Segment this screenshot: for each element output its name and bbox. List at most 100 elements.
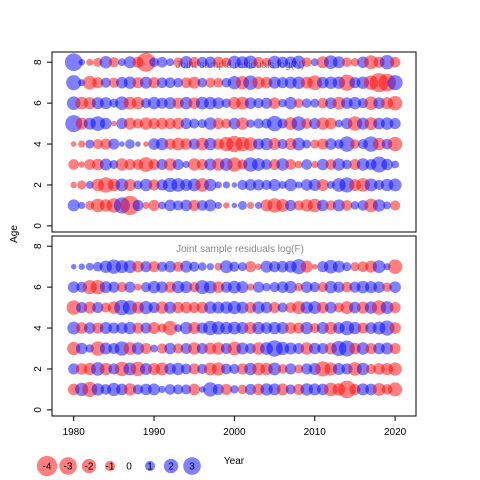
residual-bubble [91, 383, 105, 396]
residual-bubble [214, 181, 222, 189]
residual-bubble [99, 97, 112, 110]
residual-bubble [179, 96, 193, 110]
residual-bubble [284, 96, 297, 110]
residual-bubble [99, 342, 112, 355]
residual-bubble [260, 301, 273, 314]
residual-bubble [230, 385, 239, 394]
residual-bubble [284, 280, 297, 294]
residual-bubble [317, 199, 329, 212]
residual-bubble [372, 199, 386, 212]
residual-bubble [255, 263, 262, 270]
residual-bubble [140, 261, 152, 273]
y-tick-label: 0 [33, 407, 44, 413]
panel-logf-y-axis: 0 2 4 6 8 [33, 243, 52, 413]
residual-bubble [229, 261, 240, 272]
residual-bubble [364, 178, 378, 192]
residual-bubble [172, 117, 184, 130]
residual-bubble [75, 342, 88, 355]
residual-bubble [180, 138, 192, 150]
residual-bubble [356, 158, 370, 171]
y-tick-label: 2 [33, 366, 44, 372]
residual-bubble [143, 141, 149, 147]
residual-bubble [163, 158, 177, 171]
residual-bubble [338, 74, 355, 91]
residual-bubble [139, 300, 153, 315]
legend-label: -4 [43, 462, 52, 473]
residual-bubble [172, 158, 184, 171]
residual-bubble [333, 281, 345, 293]
residual-bubble [317, 301, 329, 314]
residual-bubble [124, 281, 136, 293]
residual-bubble [237, 384, 248, 395]
residual-bubble [261, 179, 272, 191]
residual-bubble [284, 342, 297, 355]
residual-bubble [300, 321, 313, 335]
residual-bubble [311, 160, 319, 169]
residual-bubble [158, 385, 166, 393]
residual-bubble [134, 283, 142, 291]
residual-bubble [227, 157, 242, 172]
residual-bubble [116, 282, 127, 293]
residual-bubble [332, 260, 345, 273]
residual-bubble [120, 195, 140, 216]
residual-bubble [300, 342, 313, 355]
residual-bubble [211, 362, 225, 376]
residual-bubble [188, 158, 201, 171]
residual-bubble [212, 383, 224, 395]
residual-bubble [164, 342, 176, 355]
legend-bubble [163, 458, 179, 474]
residual-bubble [204, 117, 217, 130]
residual-bubble [139, 117, 153, 130]
x-tick-label: 2020 [384, 427, 407, 438]
residual-bubble [108, 138, 120, 150]
residual-bubble [364, 55, 378, 70]
residual-bubble [164, 384, 176, 395]
residual-bubble [180, 118, 192, 130]
y-axis-title: Age [9, 225, 20, 243]
residual-bubble [164, 199, 176, 212]
residual-bubble [188, 342, 201, 355]
residual-bubble [148, 383, 161, 396]
residual-bubble [70, 141, 77, 147]
residual-bubble [260, 97, 273, 109]
residual-bubble [221, 118, 232, 129]
residual-bubble [99, 362, 113, 376]
residual-bubble [269, 282, 280, 293]
residual-bubble [278, 98, 287, 108]
legend-label: -3 [64, 462, 73, 473]
legend-label: -2 [85, 462, 94, 473]
residual-bubble [204, 137, 217, 151]
legend-bubble [104, 460, 116, 472]
residual-bubble [173, 261, 184, 272]
residual-bubble [268, 362, 281, 376]
residual-bubble [204, 96, 217, 110]
residual-bubble [111, 120, 117, 127]
residual-bubble [310, 58, 319, 67]
residual-bubble [180, 260, 193, 273]
residual-bubble [231, 202, 238, 209]
residual-bubble [391, 160, 400, 169]
residual-bubble [332, 199, 345, 212]
residual-bubble [64, 53, 83, 72]
residual-bubble [387, 259, 403, 274]
residual-bubble [78, 201, 86, 209]
residual-bubble [332, 56, 345, 69]
residual-bubble [212, 342, 225, 355]
residual-bubble [317, 158, 329, 171]
residual-bubble [294, 364, 304, 374]
residual-bubble [316, 178, 329, 191]
y-tick-label: 4 [33, 325, 44, 331]
residual-bubble [365, 363, 377, 375]
residual-bubble [268, 97, 281, 109]
residual-bubble [70, 181, 77, 189]
residual-bubble [180, 199, 192, 212]
residual-bubble [67, 281, 80, 293]
residual-bubble [155, 362, 169, 376]
residual-bubble [188, 56, 200, 68]
residual-bubble [332, 96, 346, 110]
residual-bubble [316, 117, 330, 130]
residual-bubble [164, 301, 177, 314]
residual-bubble [123, 178, 136, 191]
residual-bubble [92, 77, 104, 89]
